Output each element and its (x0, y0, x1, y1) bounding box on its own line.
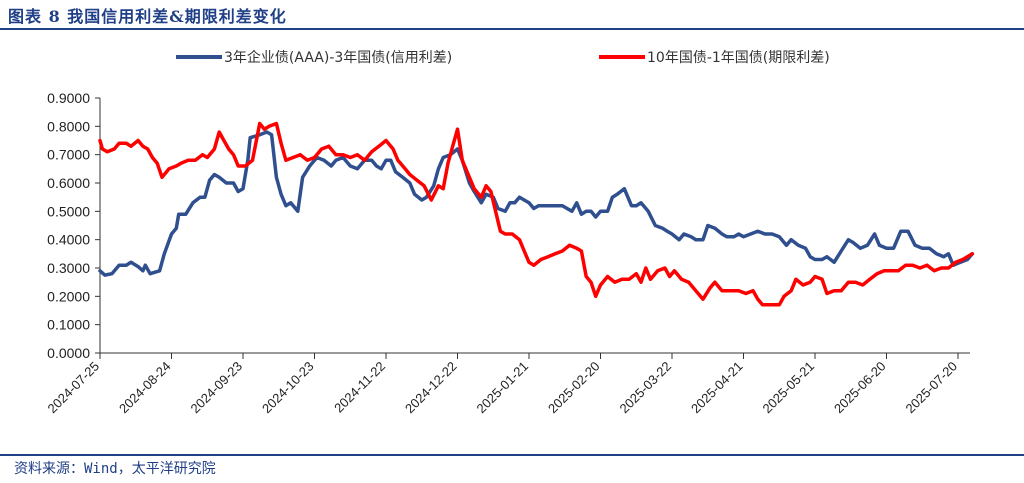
series-group (98, 121, 975, 307)
bottom-rule (0, 454, 1024, 456)
x-axis: 2024-07-25 2024-08-24 2024-09-23 2024-10-23… (44, 352, 970, 417)
y-tick-label: 0.2000 (47, 288, 90, 304)
series-line-2 (98, 121, 975, 307)
legend-label-1: 3年企业债(AAA)-3年国债(信用利差) (224, 49, 452, 66)
top-rule (0, 28, 1024, 30)
y-tick-label: 0.0000 (47, 345, 90, 361)
source-note: 资料来源：Wind，太平洋研究院 (14, 461, 216, 477)
x-tick-label: 2024-07-25 (44, 359, 102, 417)
x-tick-label: 2024-09-23 (187, 359, 245, 417)
x-tick-label: 2025-07-20 (902, 359, 960, 417)
x-tick-label: 2025-04-21 (688, 359, 746, 417)
x-tick-label: 2024-11-22 (331, 359, 388, 416)
y-tick-label: 0.1000 (47, 317, 90, 333)
legend-label-2: 10年国债-1年国债(期限利差) (647, 50, 830, 66)
y-tick-label: 0.3000 (47, 260, 90, 276)
x-tick-label: 2025-02-20 (545, 359, 603, 417)
y-tick-label: 0.4000 (47, 232, 90, 248)
y-tick-label: 0.8000 (47, 118, 90, 134)
y-tick-label: 0.6000 (47, 175, 90, 191)
x-tick-label: 2024-10-23 (259, 359, 317, 417)
x-tick-label: 2025-05-21 (759, 359, 817, 417)
line-chart: 3年企业债(AAA)-3年国债(信用利差) 10年国债-1年国债(期限利差) 0.… (44, 49, 975, 417)
x-tick-label: 2024-12-22 (402, 359, 460, 417)
figure-title: 图表 8 我国信用利差&期限利差变化 (8, 7, 287, 26)
x-tick-label: 2025-01-21 (473, 359, 531, 417)
x-tick-label: 2024-08-24 (116, 359, 174, 417)
y-axis: 0.0000 0.1000 0.2000 0.3000 0.4000 0.5000 0.60… (47, 90, 101, 361)
y-tick-label: 0.5000 (47, 203, 90, 219)
legend: 3年企业债(AAA)-3年国债(信用利差) 10年国债-1年国债(期限利差) (176, 49, 830, 66)
y-tick-label: 0.9000 (47, 90, 90, 106)
x-tick-label: 2025-06-20 (831, 359, 889, 417)
series-line-1 (98, 130, 975, 277)
y-tick-label: 0.7000 (47, 147, 90, 163)
x-tick-label: 2025-03-22 (616, 359, 674, 417)
